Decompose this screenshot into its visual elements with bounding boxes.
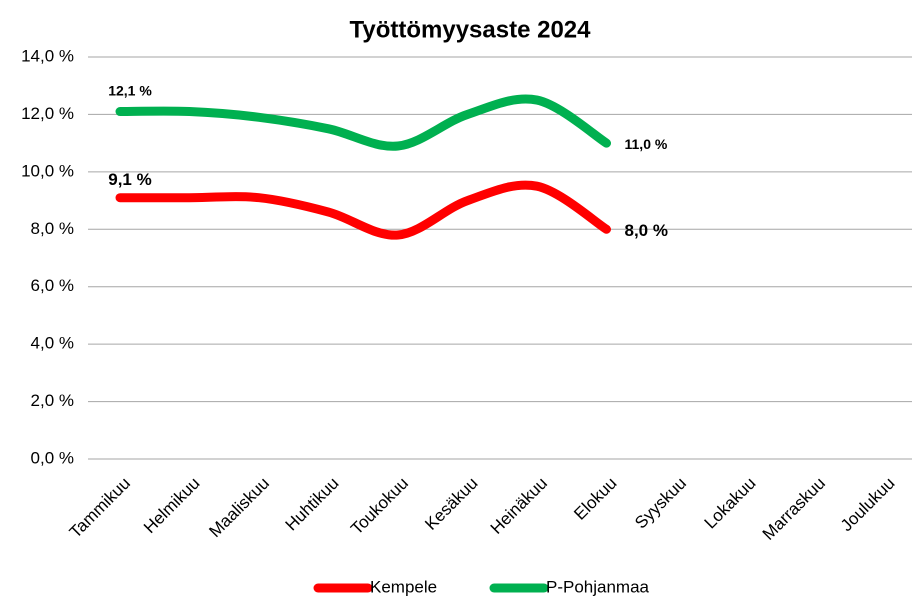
x-tick-label: Lokakuu [701,474,760,533]
series-line [115,180,611,240]
legend-label: P-Pohjanmaa [546,577,650,596]
y-tick-label: 6,0 % [31,276,74,295]
y-tick-label: 12,0 % [21,104,74,123]
x-tick-label: Syyskuu [631,474,690,533]
x-tick-label: Huhtikuu [282,474,343,535]
y-tick-label: 8,0 % [31,219,74,238]
legend-label: Kempele [370,577,437,596]
chart-title: Työttömyysaste 2024 [349,16,591,43]
data-label: 11,0 % [625,136,668,152]
x-tick-label: Maaliskuu [205,474,273,542]
y-tick-label: 14,0 % [21,46,74,65]
x-tick-label: Helmikuu [140,474,204,538]
x-tick-label: Marraskuu [759,474,829,544]
data-label: 12,1 % [108,82,152,98]
series-line [115,94,611,151]
x-tick-label: Joulukuu [837,474,899,536]
y-tick-label: 4,0 % [31,334,74,353]
x-tick-label: Tammikuu [66,474,134,542]
y-tick-label: 0,0 % [31,448,74,467]
x-tick-label: Kesäkuu [421,474,481,534]
y-tick-label: 2,0 % [31,391,74,410]
data-label: 9,1 % [108,170,151,189]
y-tick-label: 10,0 % [21,161,74,180]
x-tick-label: Heinäkuu [487,474,551,538]
data-label: 8,0 % [625,221,668,240]
x-tick-label: Toukokuu [347,474,412,539]
x-tick-label: Elokuu [570,474,620,524]
